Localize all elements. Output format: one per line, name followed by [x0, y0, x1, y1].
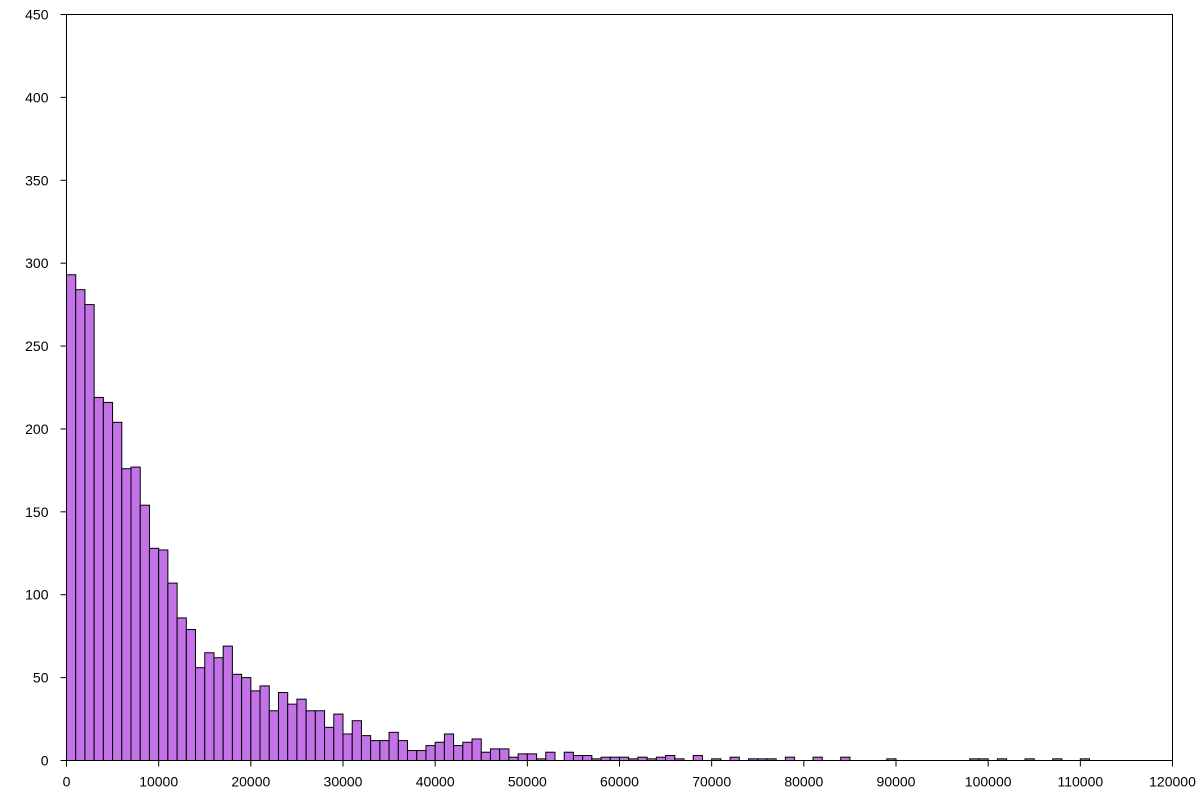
histogram-bar [499, 748, 510, 762]
histogram-bar [489, 748, 501, 762]
histogram-bar [277, 692, 289, 762]
x-tick-label: 30000 [324, 774, 363, 790]
histogram-bar [416, 750, 427, 762]
x-tick-label: 80000 [784, 774, 823, 790]
x-tick-label: 50000 [508, 774, 547, 790]
y-tick-label: 400 [25, 89, 49, 105]
histogram-bar [296, 698, 307, 762]
histogram-bar [517, 753, 528, 762]
histogram-bar [582, 755, 593, 762]
histogram-bar [324, 726, 335, 761]
axis-tick-labels: 0 50 100 150 200 250 300 350 400 450 0 10000 20000 30… [25, 7, 1196, 790]
histogram-bar [176, 617, 187, 761]
histogram-bar [379, 740, 390, 762]
histogram-bar [148, 547, 160, 761]
histogram-bar [93, 396, 104, 761]
histogram-bar [665, 755, 676, 762]
histogram-bar [388, 731, 399, 761]
histogram-bar [397, 740, 409, 762]
histogram-bar [66, 274, 77, 761]
x-tick-label: 20000 [231, 774, 270, 790]
histogram-bar [158, 549, 169, 761]
histogram-bar [462, 741, 473, 762]
histogram-bar [287, 703, 298, 762]
histogram-bar [351, 720, 362, 761]
histogram-bar [112, 421, 123, 761]
y-tick-label: 150 [25, 504, 49, 520]
histogram-bar [241, 677, 252, 761]
histogram-bar [563, 751, 574, 762]
histogram-bar [268, 710, 279, 761]
x-tick-label: 40000 [416, 774, 455, 790]
histogram-bar [222, 645, 233, 762]
x-tick-label: 120000 [1149, 774, 1196, 790]
y-tick-label: 250 [25, 338, 49, 354]
histogram-bar [333, 713, 344, 761]
histogram-bar [250, 690, 261, 762]
x-tick-label: 0 [63, 774, 71, 790]
y-tick-label: 300 [25, 255, 49, 271]
histogram-bar [130, 466, 141, 761]
histogram-bar [121, 468, 132, 761]
x-tick-label: 10000 [139, 774, 178, 790]
y-tick-label: 50 [33, 670, 49, 686]
histogram-bar [305, 710, 316, 761]
histogram-bar [572, 755, 584, 762]
histogram-bar [453, 745, 464, 762]
histogram-bar [443, 733, 455, 762]
y-tick-label: 100 [25, 587, 49, 603]
histogram-bar [526, 753, 538, 762]
histogram-bar [75, 289, 86, 761]
histogram-bar [471, 738, 482, 762]
histogram-bar [360, 735, 372, 762]
histogram-bar [480, 751, 491, 762]
histogram-bar [692, 755, 703, 762]
x-tick-label: 70000 [692, 774, 731, 790]
histogram-bar [434, 741, 445, 762]
x-tick-label: 90000 [877, 774, 916, 790]
histogram-bar [167, 582, 178, 762]
x-tick-label: 60000 [600, 774, 639, 790]
y-tick-label: 350 [25, 172, 49, 188]
histogram-bar [314, 710, 326, 761]
histogram-bar [259, 685, 270, 762]
histogram-bar [231, 673, 243, 761]
x-tick-label: 100000 [965, 774, 1012, 790]
histogram-bar [204, 652, 215, 761]
histogram-bar [84, 304, 95, 761]
histogram-bar [213, 657, 224, 761]
histogram-bar [102, 401, 114, 761]
axis-ticks [60, 14, 1173, 767]
histogram-bar [139, 504, 150, 761]
histogram-bar [185, 629, 197, 762]
y-tick-label: 200 [25, 421, 49, 437]
y-tick-label: 450 [25, 7, 49, 23]
histogram-bar [342, 733, 353, 762]
x-tick-label: 110000 [1057, 774, 1103, 790]
histogram-bar [370, 740, 381, 762]
histogram-bar [545, 751, 556, 762]
histogram-bar [195, 667, 206, 761]
histogram-bar [407, 750, 418, 762]
y-tick-label: 0 [41, 753, 49, 769]
histogram-bar [425, 745, 436, 762]
